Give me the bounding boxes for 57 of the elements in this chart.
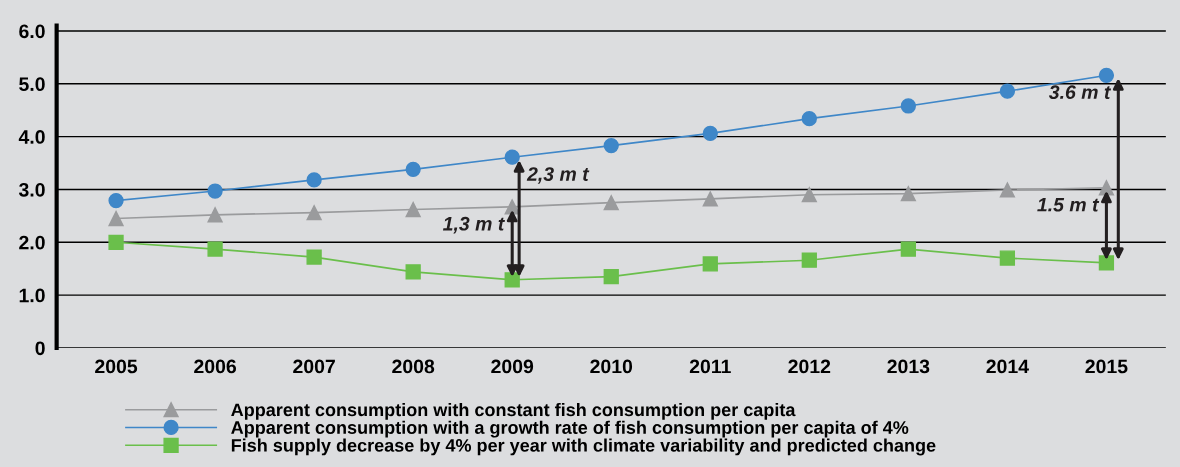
point xyxy=(801,111,817,127)
point xyxy=(504,199,520,215)
legend-label: Apparent consumption with constant fish consumption per capita xyxy=(231,402,796,420)
point xyxy=(801,187,817,203)
annotation: 2,3 m t xyxy=(526,167,590,184)
point xyxy=(504,272,520,288)
x-tick-label: 2010 xyxy=(590,359,633,374)
point xyxy=(999,182,1016,198)
point xyxy=(405,264,421,280)
y-tick-label: 3.0 xyxy=(18,182,45,197)
legend-label: Apparent consumption with a growth rate of fish consumption per capita of 4% xyxy=(231,420,909,438)
annotation: 1.5 m t xyxy=(1037,198,1100,212)
x-tick-label: 2014 xyxy=(986,359,1029,374)
point xyxy=(306,205,322,221)
y-tick-label: 6.0 xyxy=(19,24,45,39)
point xyxy=(702,256,718,272)
y-tick-label: 2.0 xyxy=(19,235,45,250)
x-tick-label: 2015 xyxy=(1085,359,1128,374)
point xyxy=(999,83,1016,99)
point xyxy=(207,207,223,223)
point xyxy=(603,195,619,211)
point xyxy=(207,241,223,257)
x-tick-label: 2007 xyxy=(293,359,335,374)
point xyxy=(900,98,916,114)
point xyxy=(108,210,124,227)
point xyxy=(702,191,718,207)
point xyxy=(702,125,718,142)
y-tick-label: 1.0 xyxy=(19,288,45,303)
point xyxy=(504,149,520,165)
point xyxy=(999,250,1016,266)
annotation: 3.6 m t xyxy=(1048,85,1112,100)
point xyxy=(306,249,322,265)
point xyxy=(900,241,916,257)
x-tick-label: 2013 xyxy=(887,359,930,374)
point xyxy=(1098,67,1115,83)
point xyxy=(306,172,322,188)
y-tick-label: 5.0 xyxy=(19,77,45,92)
y-tick-label: 0 xyxy=(35,341,45,356)
point xyxy=(900,186,916,202)
point xyxy=(1098,255,1115,271)
x-tick-label: 2005 xyxy=(95,359,138,374)
point xyxy=(405,201,421,218)
point xyxy=(603,268,619,285)
point xyxy=(801,252,817,268)
x-tick-label: 2006 xyxy=(194,359,237,374)
point xyxy=(405,161,421,178)
x-tick-label: 2012 xyxy=(788,359,831,374)
point xyxy=(207,183,223,199)
x-tick-label: 2011 xyxy=(689,359,731,374)
y-tick-label: 4.0 xyxy=(18,130,45,144)
x-tick-label: 2009 xyxy=(491,359,534,374)
point xyxy=(603,137,619,154)
x-tick-label: 2008 xyxy=(392,359,435,374)
legend-label: Fish supply decrease by 4% per year with climate variability and predicted change xyxy=(231,438,936,456)
annotation: 1,3 m t xyxy=(443,216,505,234)
point xyxy=(108,192,124,209)
point xyxy=(108,234,124,250)
